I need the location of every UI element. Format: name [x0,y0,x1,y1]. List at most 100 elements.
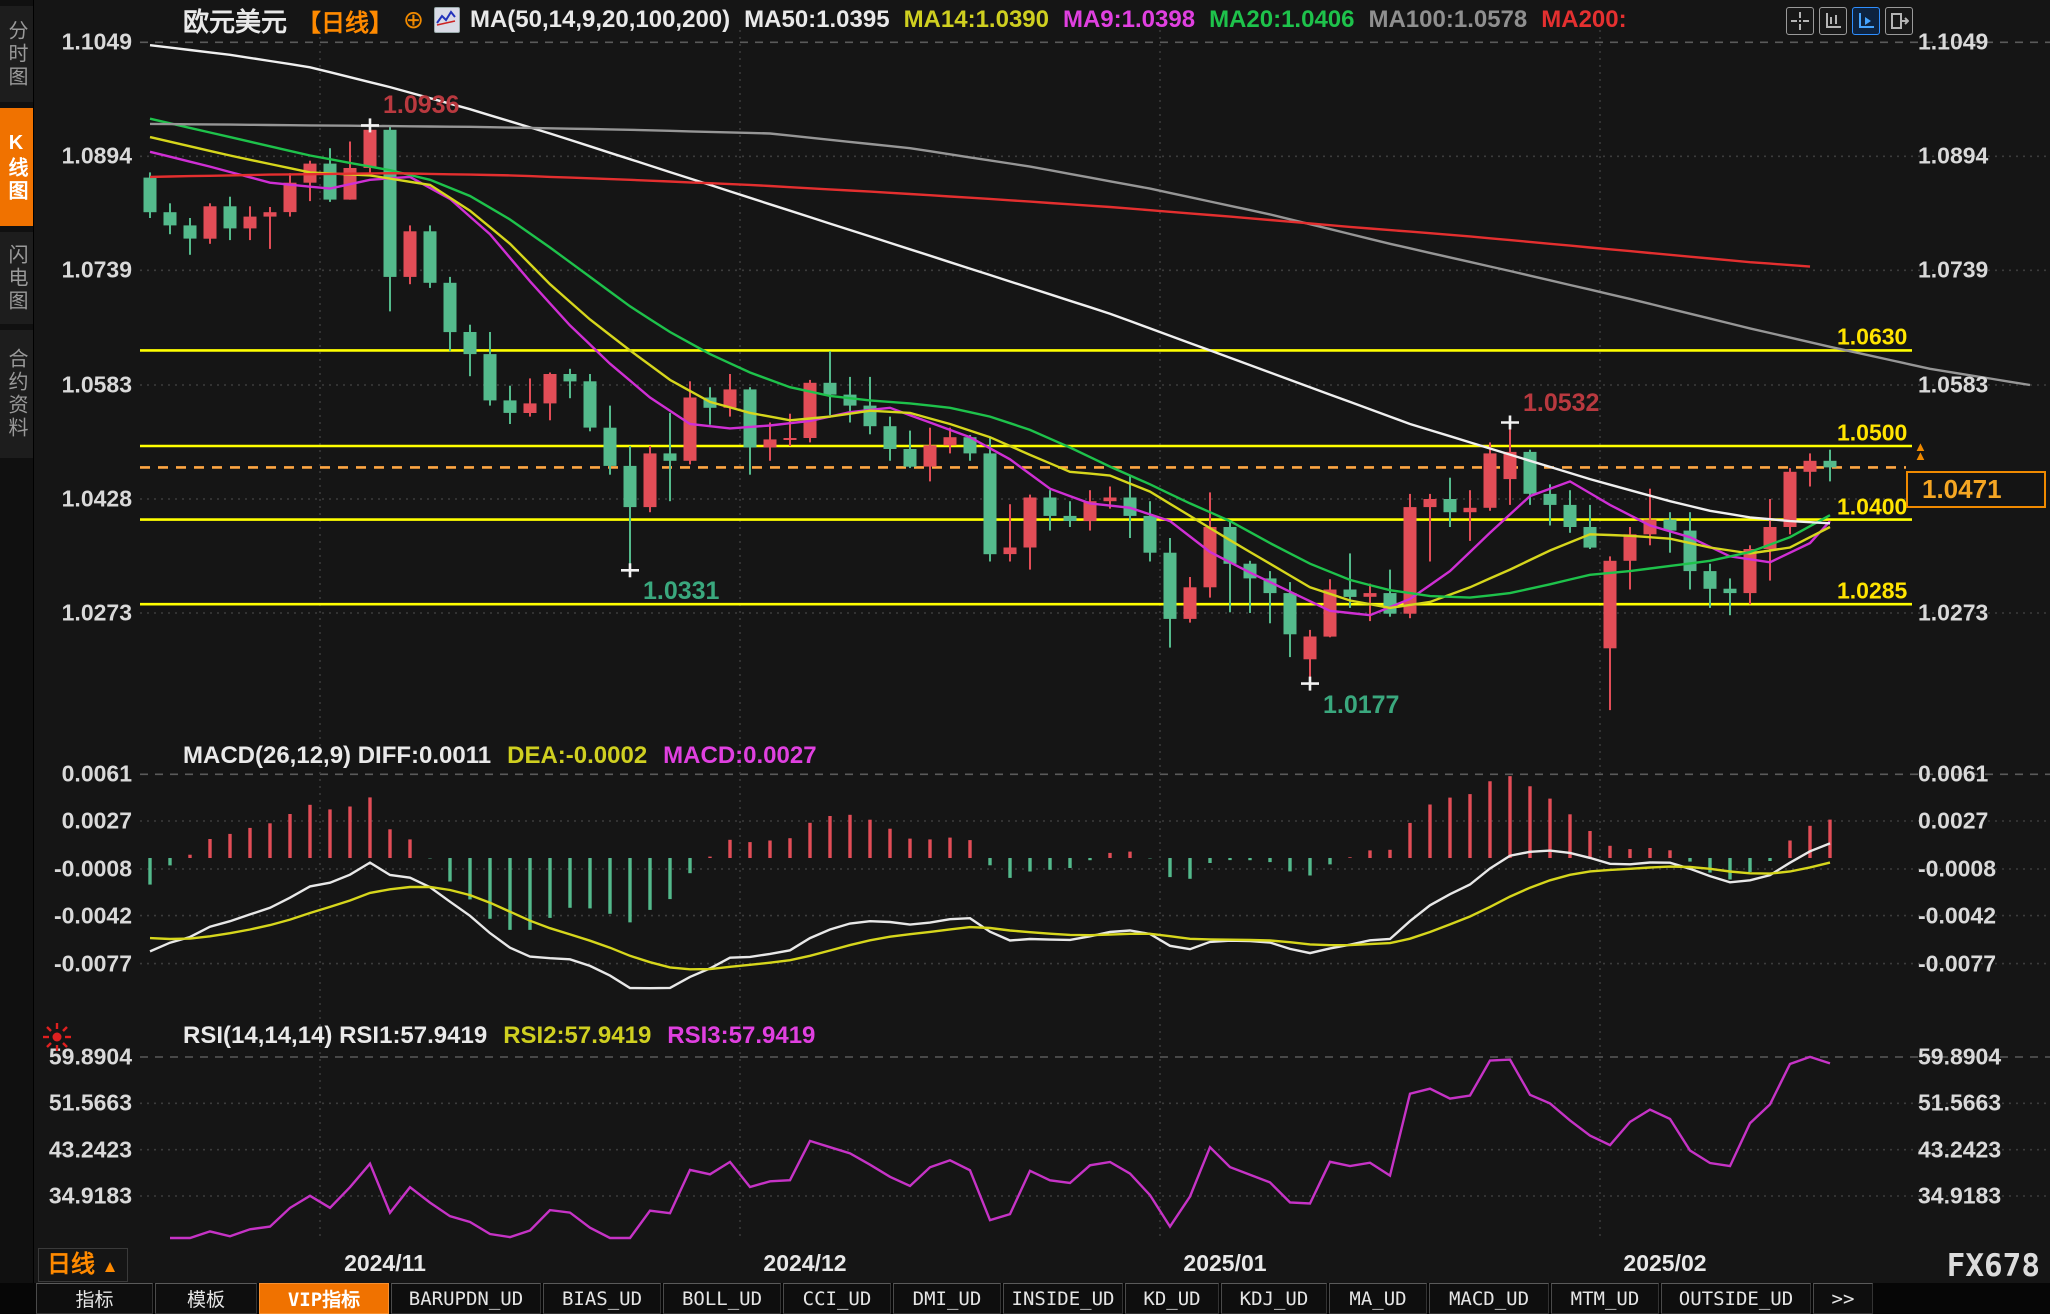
axis-label: 1.0273 [1918,599,1989,626]
chevron-up-icon: ▲ [101,1257,119,1276]
sidebar-item-1[interactable]: K线图 [0,108,33,226]
crosshair-icon[interactable] [1786,7,1814,35]
toolbar-tab-4[interactable]: BIAS_UD [543,1283,661,1314]
axis-label: 1.0273 [61,599,132,626]
ma-legend: MA(50,14,9,20,100,200) MA50:1.0395 MA14:1.… [470,6,1627,34]
axis-label: 1.1049 [61,28,132,55]
date-axis: 日线 ▲ 2024/11 2024/12 2025/01 2025/02 [0,1246,2050,1282]
ma-legend-item-3: MA9:1.0398 [1062,6,1196,33]
ma-line-MA50 [149,44,1831,525]
ma-legend-item-6: MA200: [1541,6,1627,33]
ma-line-MA20 [149,117,1831,599]
axis-label: 1.1049 [1918,28,1989,55]
axis-label: 59.8904 [48,1043,132,1070]
swing-low-label: 1.0177 [1323,690,1400,719]
ma-line-MA200 [149,171,1811,268]
macd-dea-line [149,861,1831,971]
axis-label: 51.5663 [1918,1089,2002,1116]
axis-label: 1.0894 [61,142,132,169]
axis-label: -0.0008 [1918,855,1997,882]
axis-label: 0.0027 [61,807,132,834]
axis-label: 1.0583 [1918,371,1989,398]
rsi-header-item-2: RSI3:57.9419 [667,1022,816,1049]
period-selector[interactable]: 日线 ▲ [38,1248,128,1282]
indicator-alert-icon[interactable] [40,1020,74,1059]
chart-toolbar-icons [1786,7,1913,35]
axis-label: -0.0042 [1918,902,1997,929]
axis-label: 34.9183 [48,1182,132,1209]
toolbar-tab-11[interactable]: MA_UD [1329,1283,1427,1314]
ma-lines-layer [149,44,2031,617]
axis-label: 1.0894 [1918,142,1989,169]
month-tick-label: 2025/02 [1623,1250,1707,1276]
axis-label: -0.0042 [53,902,132,929]
axis-label: -0.0008 [53,855,132,882]
axis-label: 1.0428 [61,485,132,512]
sidebar-item-2[interactable]: 闪电图 [0,232,33,324]
toolbar-tab-10[interactable]: KDJ_UD [1221,1283,1327,1314]
level-label: 1.0285 [1837,577,1908,604]
axis-scale-right-icon[interactable] [1852,7,1880,35]
toolbar-tab-0[interactable]: 指标 [36,1283,153,1314]
toolbar-tab-3[interactable]: BARUPDN_UD [391,1283,541,1314]
toolbar-tab-7[interactable]: DMI_UD [893,1283,1001,1314]
indicator-tab-bar: 指标 模板 VIP指标 BARUPDN_UD BIAS_UD BOLL_UD CCI_UD D… [0,1283,2050,1314]
ma-legend-item-5: MA100:1.0578 [1368,6,1528,33]
axis-scale-left-icon[interactable] [1819,7,1847,35]
level-label: 1.0400 [1837,493,1908,520]
axis-label: 43.2423 [48,1136,132,1163]
swing-low-label: 1.0331 [643,577,720,606]
level-label: 1.0500 [1837,419,1908,446]
ma-legend-item-1: MA50:1.0395 [744,6,890,33]
chart-type-sidebar: 分时图 K线图闪电图合约资料 [0,0,34,1314]
axis-label: 0.0061 [1918,760,1989,787]
toolbar-tab-12[interactable]: MACD_UD [1429,1283,1549,1314]
rsi-header-item-0: RSI(14,14,14) RSI1:57.9419 [183,1022,488,1049]
toolbar-tab-2[interactable]: VIP指标 [259,1283,389,1314]
sidebar-item-3[interactable]: 合约资料 [0,330,33,458]
swing-high-label: 1.0936 [383,91,460,120]
macd-layer [148,776,1832,990]
ma-legend-item-2: MA14:1.0390 [903,6,1049,33]
ma-legend-item-0: MA(50,14,9,20,100,200) [469,6,731,33]
scroll-to-latest-button[interactable]: ▲ ▲ [1914,439,1927,463]
toolbar-tab-15[interactable]: >> [1813,1283,1873,1314]
axis-label: 0.0027 [1918,807,1989,834]
toolbar-tab-1[interactable]: 模板 [155,1283,257,1314]
ma-line-MA9 [149,150,1831,617]
axis-label: -0.0077 [1918,950,1997,977]
toolbar-tab-9[interactable]: KD_UD [1125,1283,1219,1314]
ma-legend-item-4: MA20:1.0406 [1209,6,1355,33]
month-tick-label: 2025/01 [1183,1250,1267,1276]
macd-header-item-1: DEA:-0.0002 [507,742,648,769]
axis-label: 43.2423 [1918,1136,2002,1163]
axis-label: 34.9183 [1918,1182,2002,1209]
rsi-line [170,1055,1831,1240]
mini-chart-icon[interactable] [433,7,460,33]
add-indicator-icon[interactable]: ⊕ [403,5,424,34]
toolbar-tab-5[interactable]: BOLL_UD [663,1283,781,1314]
ma-line-MA14 [149,135,1831,610]
toolbar-tab-6[interactable]: CCI_UD [783,1283,891,1314]
rsi-header: RSI(14,14,14) RSI1:57.9419 RSI2:57.9419 RS… [183,1022,815,1050]
toolbar-tab-14[interactable]: OUTSIDE_UD [1661,1283,1811,1314]
extreme-markers [361,118,1519,691]
month-tick-label: 2024/11 [344,1250,426,1276]
macd-header-item-2: MACD:0.0027 [663,742,817,769]
toolbar-tab-8[interactable]: INSIDE_UD [1003,1283,1123,1314]
gridlines [140,30,2050,1240]
last-price-box: 1.0471 [1906,471,2046,508]
symbol-title: 欧元美元 [183,6,288,37]
period-tag[interactable]: 【日线】 [297,9,394,37]
month-tick-label: 2024/12 [763,1250,847,1276]
axis-label: 1.0739 [61,256,132,283]
ma-line-MA100 [149,122,2031,387]
exit-fullscreen-icon[interactable] [1885,7,1913,35]
chart-header: 欧元美元 【日线】 ⊕ MA(50,14,9,20,100,200) MA50:1… [183,4,1627,37]
candles-layer [143,125,1837,711]
sidebar-item-0[interactable]: 分时图 [0,6,33,102]
macd-header: MACD(26,12,9) DIFF:0.0011 DEA:-0.0002 MACD… [183,742,817,770]
toolbar-tab-13[interactable]: MTM_UD [1551,1283,1659,1314]
